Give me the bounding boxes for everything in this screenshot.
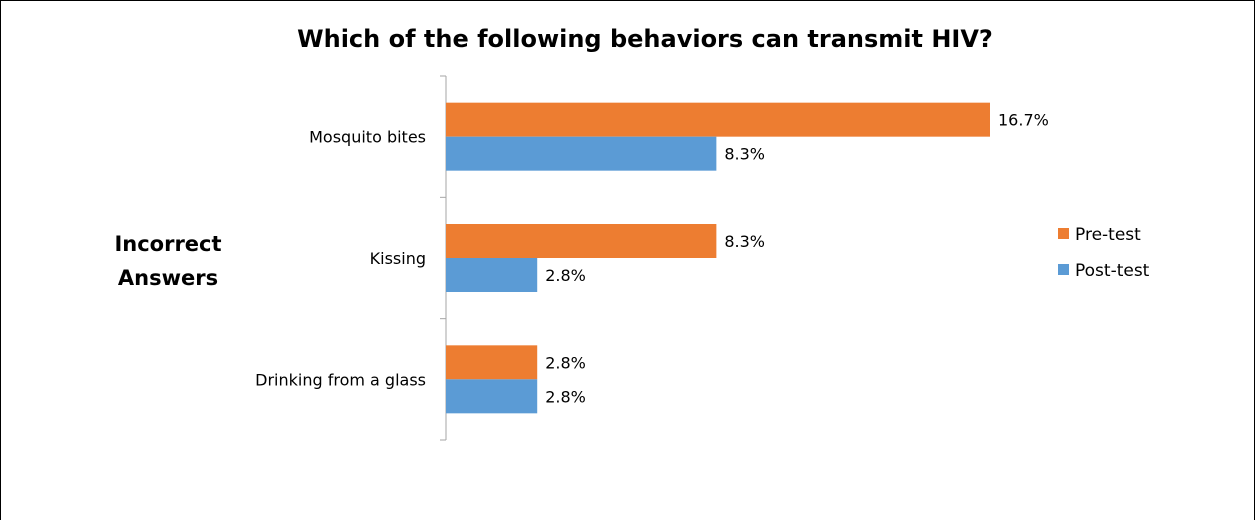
- data-label: 8.3%: [724, 232, 765, 251]
- data-label: 16.7%: [998, 111, 1049, 130]
- y-axis-title-line-1: Incorrect: [114, 232, 221, 256]
- category-labels: Mosquito bites Kissing Drinking from a gla…: [255, 128, 426, 390]
- y-axis-title-line-2: Answers: [118, 266, 218, 290]
- legend-swatch: [1058, 264, 1069, 275]
- bar-post-test: [446, 258, 538, 292]
- data-label: 2.8%: [545, 353, 586, 372]
- legend: Pre-test Post-test: [1058, 225, 1150, 281]
- category-label: Drinking from a glass: [255, 370, 426, 389]
- bar-post-test: [446, 136, 717, 171]
- legend-swatch: [1058, 228, 1069, 239]
- y-axis-title: Incorrect Answers: [114, 232, 221, 290]
- bar-pre-test: [446, 224, 717, 258]
- bar-pre-test: [446, 102, 990, 137]
- bar-post-test: [446, 379, 538, 414]
- category-label: Mosquito bites: [309, 128, 426, 147]
- category-label: Kissing: [370, 249, 426, 268]
- legend-label: Pre-test: [1075, 225, 1141, 245]
- data-label: 8.3%: [724, 145, 765, 164]
- data-label: 2.8%: [545, 266, 586, 285]
- bars-group: [446, 102, 990, 414]
- category-axis-ticks: [440, 75, 446, 441]
- chart-title: Which of the following behaviors can tra…: [297, 25, 993, 53]
- data-labels: 16.7% 8.3% 8.3% 2.8% 2.8% 2.8%: [545, 111, 1049, 407]
- bar-pre-test: [446, 345, 538, 380]
- data-label: 2.8%: [545, 387, 586, 406]
- legend-label: Post-test: [1075, 261, 1150, 281]
